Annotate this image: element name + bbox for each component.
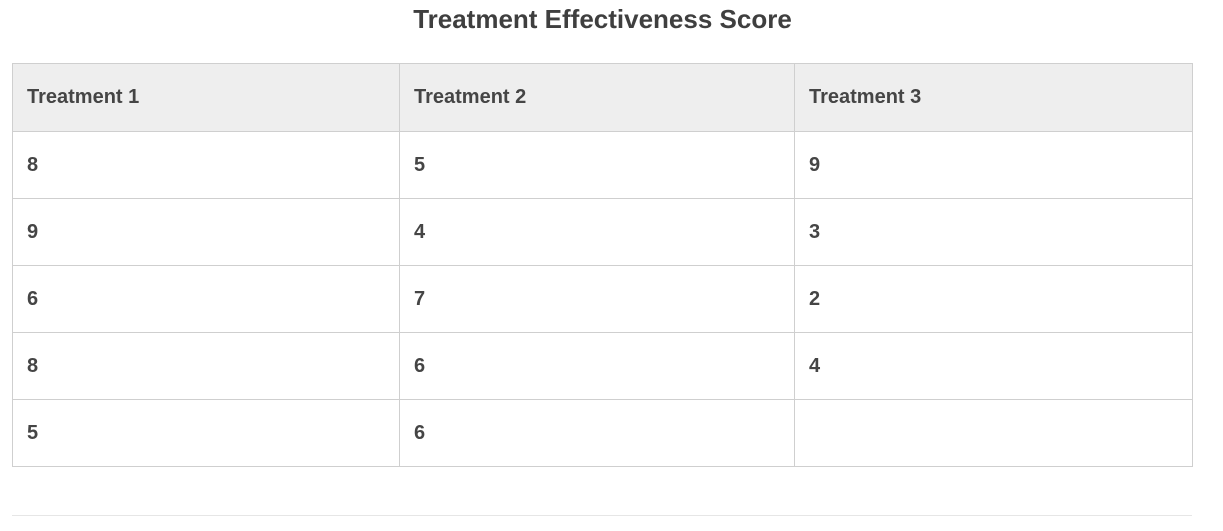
table-cell: 6	[399, 399, 795, 467]
table-cell: 3	[794, 198, 1193, 266]
header-row: Treatment 1 Treatment 2 Treatment 3	[12, 63, 1193, 132]
treatment-score-table: Treatment 1 Treatment 2 Treatment 3 8 5 …	[12, 63, 1193, 467]
column-header-treatment-2: Treatment 2	[399, 63, 795, 132]
table-cell: 6	[399, 332, 795, 400]
table-cell: 2	[794, 265, 1193, 333]
table-row: 5 6	[12, 399, 1193, 467]
table-cell: 5	[12, 399, 400, 467]
table-cell: 8	[12, 131, 400, 199]
table-cell: 6	[12, 265, 400, 333]
bottom-divider	[12, 515, 1192, 516]
column-header-treatment-3: Treatment 3	[794, 63, 1193, 132]
table-row: 6 7 2	[12, 265, 1193, 333]
table-cell: 8	[12, 332, 400, 400]
page-title: Treatment Effectiveness Score	[413, 4, 792, 34]
table-header: Treatment 1 Treatment 2 Treatment 3	[12, 63, 1193, 132]
table-cell: 4	[399, 198, 795, 266]
table-row: 8 6 4	[12, 332, 1193, 400]
table-cell: 9	[794, 131, 1193, 199]
table-row: 9 4 3	[12, 198, 1193, 266]
column-header-treatment-1: Treatment 1	[12, 63, 400, 132]
table-cell: 7	[399, 265, 795, 333]
table-cell	[794, 399, 1193, 467]
table-cell: 4	[794, 332, 1193, 400]
table-cell: 5	[399, 131, 795, 199]
table-row: 8 5 9	[12, 131, 1193, 199]
table-cell: 9	[12, 198, 400, 266]
table-body: 8 5 9 9 4 3 6 7 2 8 6 4 5 6	[12, 131, 1193, 467]
